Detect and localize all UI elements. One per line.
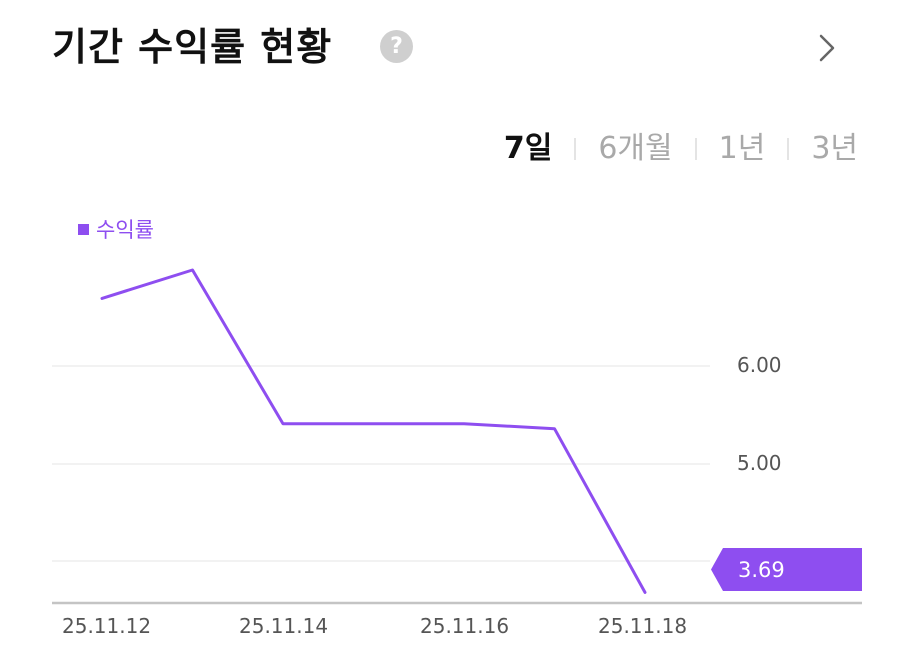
last-value-label: 3.69 <box>738 558 785 582</box>
period-tab-6m[interactable]: 6개월 <box>598 131 673 166</box>
x-tick-label: 25.11.18 <box>598 614 688 638</box>
y-tick-label: 6.00 <box>737 353 782 377</box>
y-tick-label: 5.00 <box>737 451 782 475</box>
x-tick-label: 25.11.14 <box>239 614 329 638</box>
legend-swatch-icon <box>78 223 89 235</box>
divider <box>574 138 577 160</box>
question-circle-icon[interactable]: ? <box>380 30 413 63</box>
period-tab-1y[interactable]: 1년 <box>718 131 766 166</box>
chevron-right-icon[interactable] <box>812 30 842 66</box>
divider <box>694 138 697 160</box>
legend-label: 수익률 <box>96 218 154 242</box>
period-tab-7d[interactable]: 7일 <box>503 131 553 166</box>
divider <box>787 138 790 160</box>
last-value-badge <box>711 548 862 591</box>
chart-legend: 수익률 <box>78 214 154 244</box>
x-tick-label: 25.11.12 <box>62 614 152 638</box>
period-tab-3y[interactable]: 3년 <box>811 131 858 166</box>
page-title: 기간 수익률 현황 <box>52 25 333 69</box>
period-selector: 7일 6개월 1년 3년 <box>504 128 858 170</box>
x-tick-label: 25.11.16 <box>420 614 510 638</box>
series-line-return <box>100 268 647 594</box>
